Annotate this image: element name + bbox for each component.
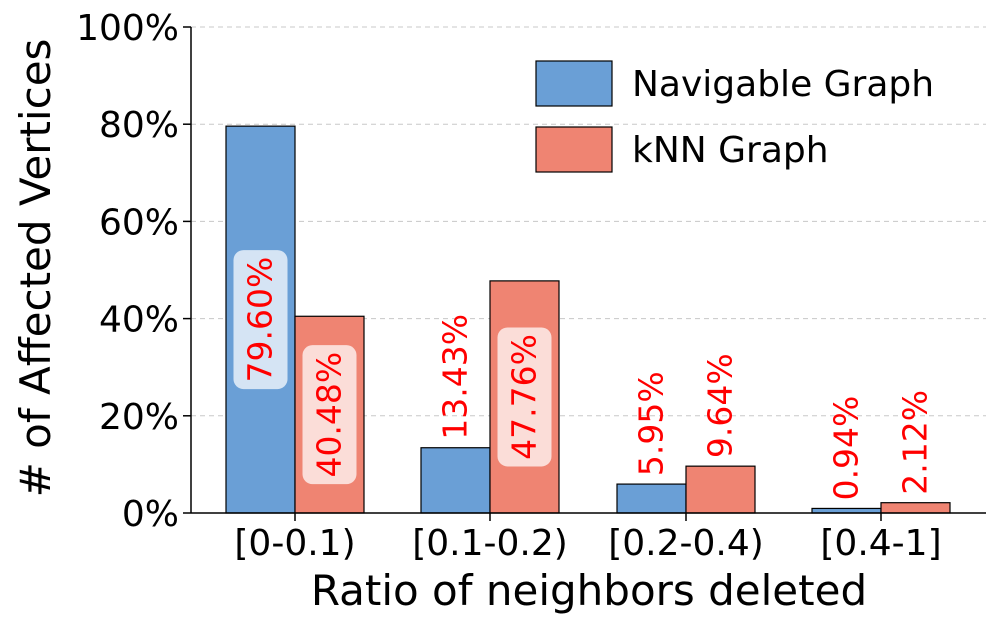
y-tick-label: 20% <box>99 397 179 438</box>
data-label: 79.60% <box>241 257 280 383</box>
data-label-box <box>497 327 552 467</box>
legend-swatch <box>535 126 613 173</box>
legend-label: Navigable Graph <box>632 64 934 105</box>
legend-swatch <box>535 60 613 107</box>
data-label: 47.76% <box>505 334 544 460</box>
x-tick-labels: [0-0.1) [0.1-0.2) [0.2-0.4) [0.4-1] <box>234 513 942 564</box>
y-tick-label: 40% <box>99 300 179 341</box>
data-label: 5.95% <box>632 371 671 476</box>
y-tick-labels: 0% 20% 40% 60% 80% 100% <box>76 8 191 535</box>
legend: Navigable Graph kNN Graph <box>535 60 934 173</box>
y-tick-label: 60% <box>99 202 179 243</box>
y-tick-label: 100% <box>76 8 179 49</box>
data-label: 0.94% <box>827 396 866 501</box>
data-labels: 79.60% 13.43% 5.95% 0.94% 40.48% 47.76% 9.64% 2… <box>233 250 935 501</box>
x-tick-label: [0.4-1] <box>820 523 941 564</box>
bar-navigable-2 <box>616 483 687 514</box>
bar-navigable-1 <box>420 447 491 514</box>
axes <box>190 27 986 514</box>
legend-label: kNN Graph <box>632 130 829 171</box>
bar-knn-3 <box>880 502 951 514</box>
data-label: 13.43% <box>436 314 475 440</box>
y-axis-title: # of Affected Vertices <box>11 39 60 498</box>
data-label: 40.48% <box>310 352 349 478</box>
data-label: 9.64% <box>701 353 740 458</box>
gridlines <box>191 26 986 417</box>
data-label: 2.12% <box>896 390 935 495</box>
bar-knn-2 <box>685 465 756 514</box>
data-label-box <box>233 250 288 390</box>
x-tick-label: [0-0.1) <box>234 523 355 564</box>
x-tick-label: [0.1-0.2) <box>412 523 568 564</box>
y-tick-label: 0% <box>122 494 179 535</box>
x-axis-title: Ratio of neighbors deleted <box>311 566 867 615</box>
y-tick-label: 80% <box>99 105 179 146</box>
x-tick-label: [0.2-0.4) <box>608 523 764 564</box>
data-label-box <box>302 345 357 485</box>
